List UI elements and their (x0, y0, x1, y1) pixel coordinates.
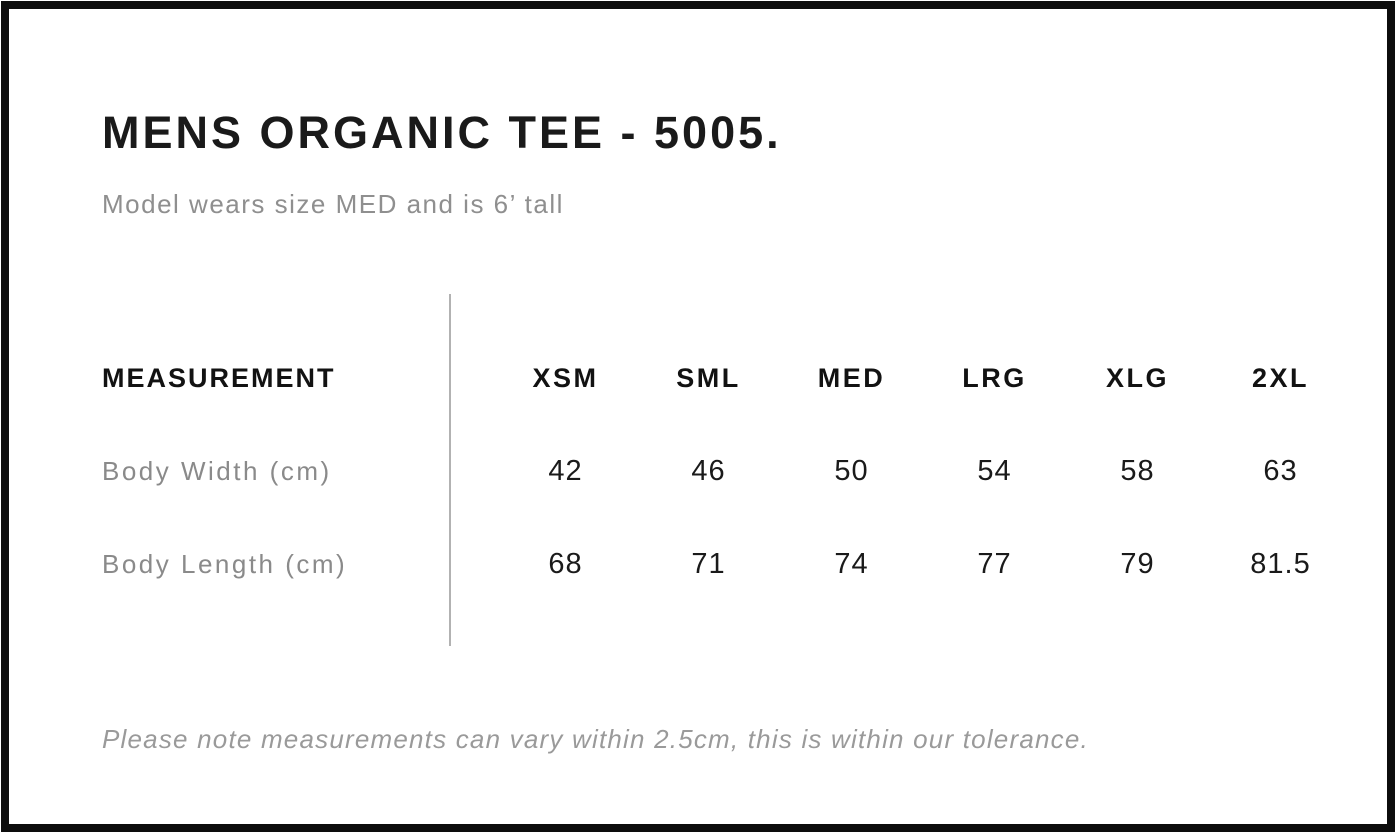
model-size-note: Model wears size MED and is 6’ tall (102, 189, 564, 219)
tolerance-note: Please note measurements can vary within… (102, 724, 1089, 754)
body-width-value-sml: 46 (691, 455, 726, 487)
size-header-xsm: XSM (532, 363, 599, 393)
product-title: MENS ORGANIC TEE - 5005. (102, 107, 782, 158)
size-header-xlg: XLG (1105, 363, 1169, 393)
body-width-value-med: 50 (834, 455, 869, 487)
size-chart-table: MEASUREMENT XSM SML MED LRG XLG 2XL Body… (102, 294, 1354, 646)
measurement-column-header: MEASUREMENT (102, 363, 336, 393)
body-length-value-med: 74 (834, 548, 869, 580)
body-width-value-xlg: 58 (1120, 455, 1155, 487)
body-width-value-xsm: 42 (548, 455, 583, 487)
size-header-lrg: LRG (962, 363, 1027, 393)
row-label-body-length: Body Length (cm) (102, 549, 348, 579)
body-width-value-lrg: 54 (977, 455, 1012, 487)
row-label-body-width: Body Width (cm) (102, 456, 332, 486)
body-length-value-2xl: 81.5 (1250, 548, 1311, 580)
table-row-body-length: Body Length (cm) 68 71 74 77 79 81.5 (102, 518, 1354, 611)
size-header-sml: SML (676, 363, 741, 393)
body-width-value-2xl: 63 (1263, 455, 1298, 487)
body-length-value-sml: 71 (691, 548, 726, 580)
size-header-2xl: 2XL (1251, 363, 1310, 393)
vertical-divider (449, 294, 451, 646)
table-row-body-width: Body Width (cm) 42 46 50 54 58 63 (102, 425, 1354, 518)
size-chart-header-row: MEASUREMENT XSM SML MED LRG XLG 2XL (102, 332, 1354, 425)
body-length-value-xlg: 79 (1120, 548, 1155, 580)
body-length-value-xsm: 68 (548, 548, 583, 580)
size-header-med: MED (817, 363, 886, 393)
body-length-value-lrg: 77 (977, 548, 1012, 580)
size-guide-content: MENS ORGANIC TEE - 5005. Model wears siz… (18, 18, 1378, 815)
